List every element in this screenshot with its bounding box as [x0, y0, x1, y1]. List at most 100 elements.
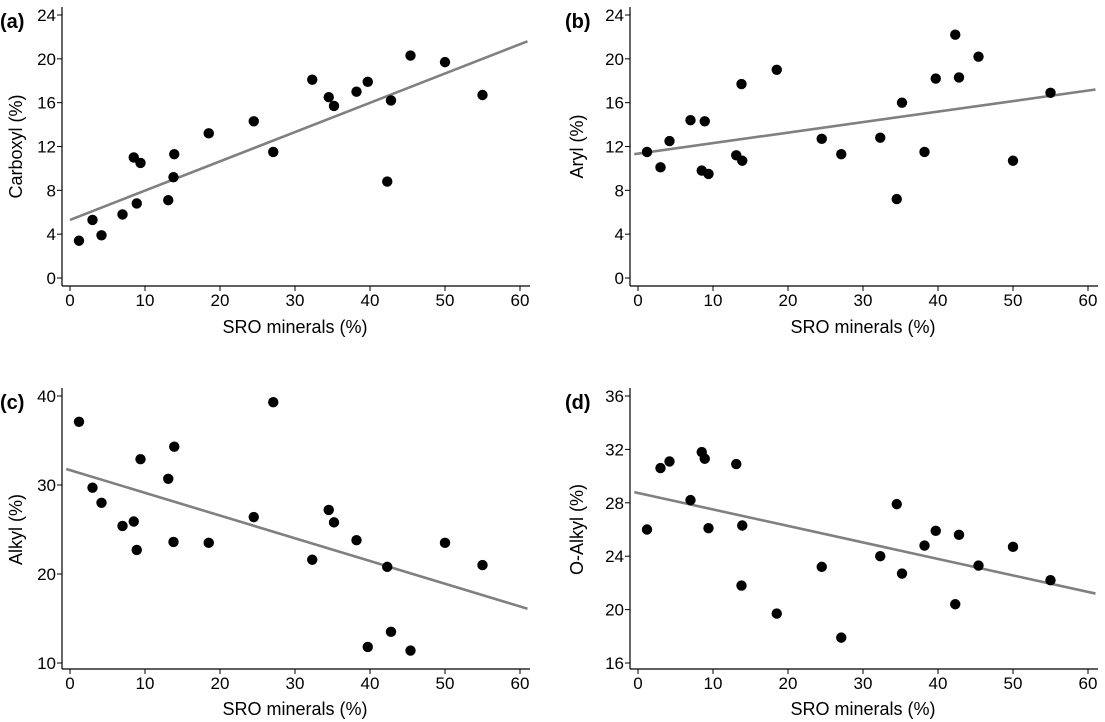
data-point: [169, 441, 180, 452]
x-tick-label: 50: [1004, 291, 1023, 310]
x-tick-label: 10: [136, 291, 155, 310]
chart-panel-4: 0 10 20 30 40 50 60 16 20 24 28 32 36 (d) SRO minerals…: [565, 387, 1098, 719]
x-tick-label: 60: [511, 291, 530, 310]
x-tick-label: 40: [929, 674, 948, 693]
x-tick-label: 10: [136, 674, 155, 693]
x-tick-label: 10: [704, 291, 723, 310]
y-tick-label: 16: [605, 654, 624, 673]
data-point: [248, 511, 259, 523]
data-point: [477, 559, 488, 571]
data-point: [351, 534, 362, 546]
data-point: [131, 544, 142, 556]
data-point: [96, 497, 107, 508]
panel-label: (b): [565, 11, 591, 33]
y-tick-label: 36: [605, 387, 624, 406]
data-point: [439, 56, 451, 68]
data-point: [117, 209, 128, 220]
data-point: [385, 626, 397, 638]
data-point: [477, 89, 488, 101]
data-point: [816, 133, 827, 145]
y-axis-label: O-Alkyl (%): [567, 484, 587, 575]
y-tick-label: 24: [605, 547, 624, 566]
data-point: [135, 453, 146, 465]
data-point: [641, 524, 653, 535]
data-point: [953, 529, 965, 541]
data-point: [169, 148, 180, 160]
data-point: [875, 551, 886, 562]
data-point: [87, 482, 98, 493]
y-tick-label: 8: [47, 181, 56, 200]
data-point: [771, 608, 782, 619]
y-tick-label: 20: [605, 50, 624, 69]
y-tick-label: 8: [615, 181, 624, 200]
data-point: [328, 517, 340, 528]
data-point: [382, 561, 393, 573]
data-point: [836, 148, 847, 160]
x-tick-label: 40: [361, 674, 380, 693]
chart-panel-1: 0 10 20 30 40 50 60 0 4 8 12 16 20 24 (a) SRO minerals …: [0, 6, 530, 337]
regression-line: [633, 490, 1096, 595]
x-tick-label: 50: [1004, 674, 1023, 693]
data-point: [737, 155, 748, 166]
data-point: [128, 516, 139, 527]
data-point: [685, 494, 696, 506]
x-tick-label: 0: [65, 674, 74, 693]
y-tick-label: 16: [605, 94, 624, 113]
regression-line: [65, 467, 528, 610]
x-tick-label: 20: [211, 291, 230, 310]
data-point: [73, 235, 85, 246]
data-point: [655, 462, 666, 474]
x-tick-label: 0: [633, 291, 642, 310]
y-axis-label: Carboxyl (%): [6, 94, 26, 198]
data-point: [641, 146, 653, 158]
y-tick-label: 24: [37, 6, 56, 25]
data-point: [268, 146, 279, 158]
data-point: [950, 599, 961, 610]
data-point: [1045, 87, 1056, 99]
x-tick-label: 40: [361, 291, 380, 310]
y-tick-label: 12: [37, 138, 56, 157]
y-tick-label: 16: [37, 94, 56, 113]
data-point: [891, 193, 902, 205]
data-point: [117, 520, 128, 532]
data-point: [328, 100, 340, 112]
data-point: [168, 536, 179, 548]
x-tick-label: 60: [1079, 674, 1098, 693]
data-point: [439, 537, 451, 549]
data-point: [664, 135, 675, 147]
data-point: [919, 540, 930, 551]
data-point: [362, 76, 373, 88]
y-tick-label: 24: [605, 6, 624, 25]
x-tick-label: 0: [65, 291, 74, 310]
y-tick-label: 4: [47, 225, 56, 244]
x-tick-label: 50: [436, 291, 455, 310]
data-point: [736, 78, 747, 90]
data-point: [362, 641, 373, 653]
data-point: [405, 645, 416, 656]
x-axis-label: SRO minerals (%): [790, 317, 935, 337]
panel-label: (a): [0, 11, 24, 33]
data-point: [405, 50, 416, 61]
x-axis-label: SRO minerals (%): [790, 699, 935, 719]
data-point: [973, 560, 984, 571]
y-tick-label: 28: [605, 494, 624, 513]
y-tick-label: 20: [37, 50, 56, 69]
y-tick-label: 40: [37, 387, 56, 406]
x-tick-label: 40: [929, 291, 948, 310]
data-point: [203, 537, 214, 549]
data-point: [816, 561, 827, 573]
data-point: [930, 73, 941, 84]
data-point: [73, 416, 85, 428]
data-point: [87, 214, 98, 226]
data-point: [96, 230, 107, 241]
data-point: [896, 568, 908, 579]
data-point: [323, 91, 334, 103]
data-point: [896, 97, 908, 108]
y-tick-label: 30: [37, 476, 56, 495]
data-point: [307, 74, 318, 85]
chart-panel-2: 0 10 20 30 40 50 60 0 4 8 12 16 20 24 (b) SRO minerals …: [565, 6, 1098, 337]
x-tick-label: 50: [436, 674, 455, 693]
data-point: [168, 171, 179, 183]
x-tick-label: 30: [854, 674, 873, 693]
